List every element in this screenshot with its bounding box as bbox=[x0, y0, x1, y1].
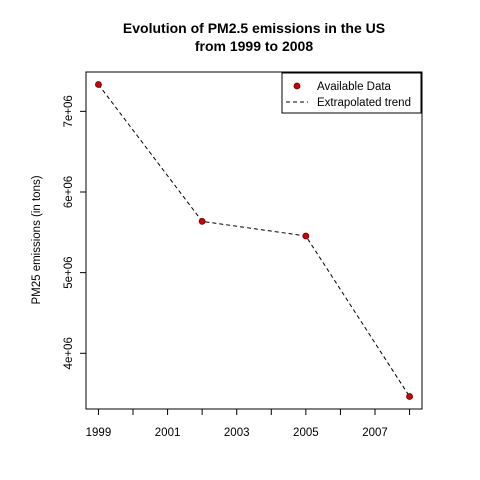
plot-area-frame bbox=[85, 71, 423, 410]
chart-title-line-1: Evolution of PM2.5 emissions in the US bbox=[123, 20, 385, 36]
x-tick-label: 1999 bbox=[86, 427, 112, 439]
data-point bbox=[302, 232, 310, 240]
chart-title-line-2: from 1999 to 2008 bbox=[195, 38, 313, 54]
legend-label-extrapolated-trend: Extrapolated trend bbox=[317, 97, 411, 109]
y-axis-title: PM25 emissions (in tons) bbox=[31, 175, 43, 304]
y-tick-label: 6e+06 bbox=[63, 176, 75, 208]
y-tick-label: 5e+06 bbox=[63, 256, 75, 288]
x-tick-label: 2001 bbox=[155, 427, 181, 439]
legend: Available Data Extrapolated trend bbox=[281, 72, 422, 114]
y-axis: 4e+06 5e+06 6e+06 7e+06 bbox=[63, 95, 87, 369]
legend-marker-available-data bbox=[293, 82, 301, 90]
y-tick-label: 4e+06 bbox=[63, 337, 75, 369]
data-point bbox=[95, 81, 102, 88]
y-tick-label: 7e+06 bbox=[63, 95, 75, 127]
x-tick-label: 2005 bbox=[293, 427, 319, 439]
x-axis: 1999 2001 2003 2005 2007 bbox=[86, 408, 411, 439]
data-point bbox=[406, 393, 413, 400]
data-point bbox=[198, 217, 206, 225]
x-tick-label: 2003 bbox=[224, 427, 250, 439]
legend-box bbox=[281, 72, 422, 114]
x-tick-label: 2007 bbox=[362, 427, 388, 439]
legend-label-available-data: Available Data bbox=[317, 81, 392, 93]
trend-line bbox=[98, 84, 410, 397]
series-layer bbox=[95, 81, 413, 400]
